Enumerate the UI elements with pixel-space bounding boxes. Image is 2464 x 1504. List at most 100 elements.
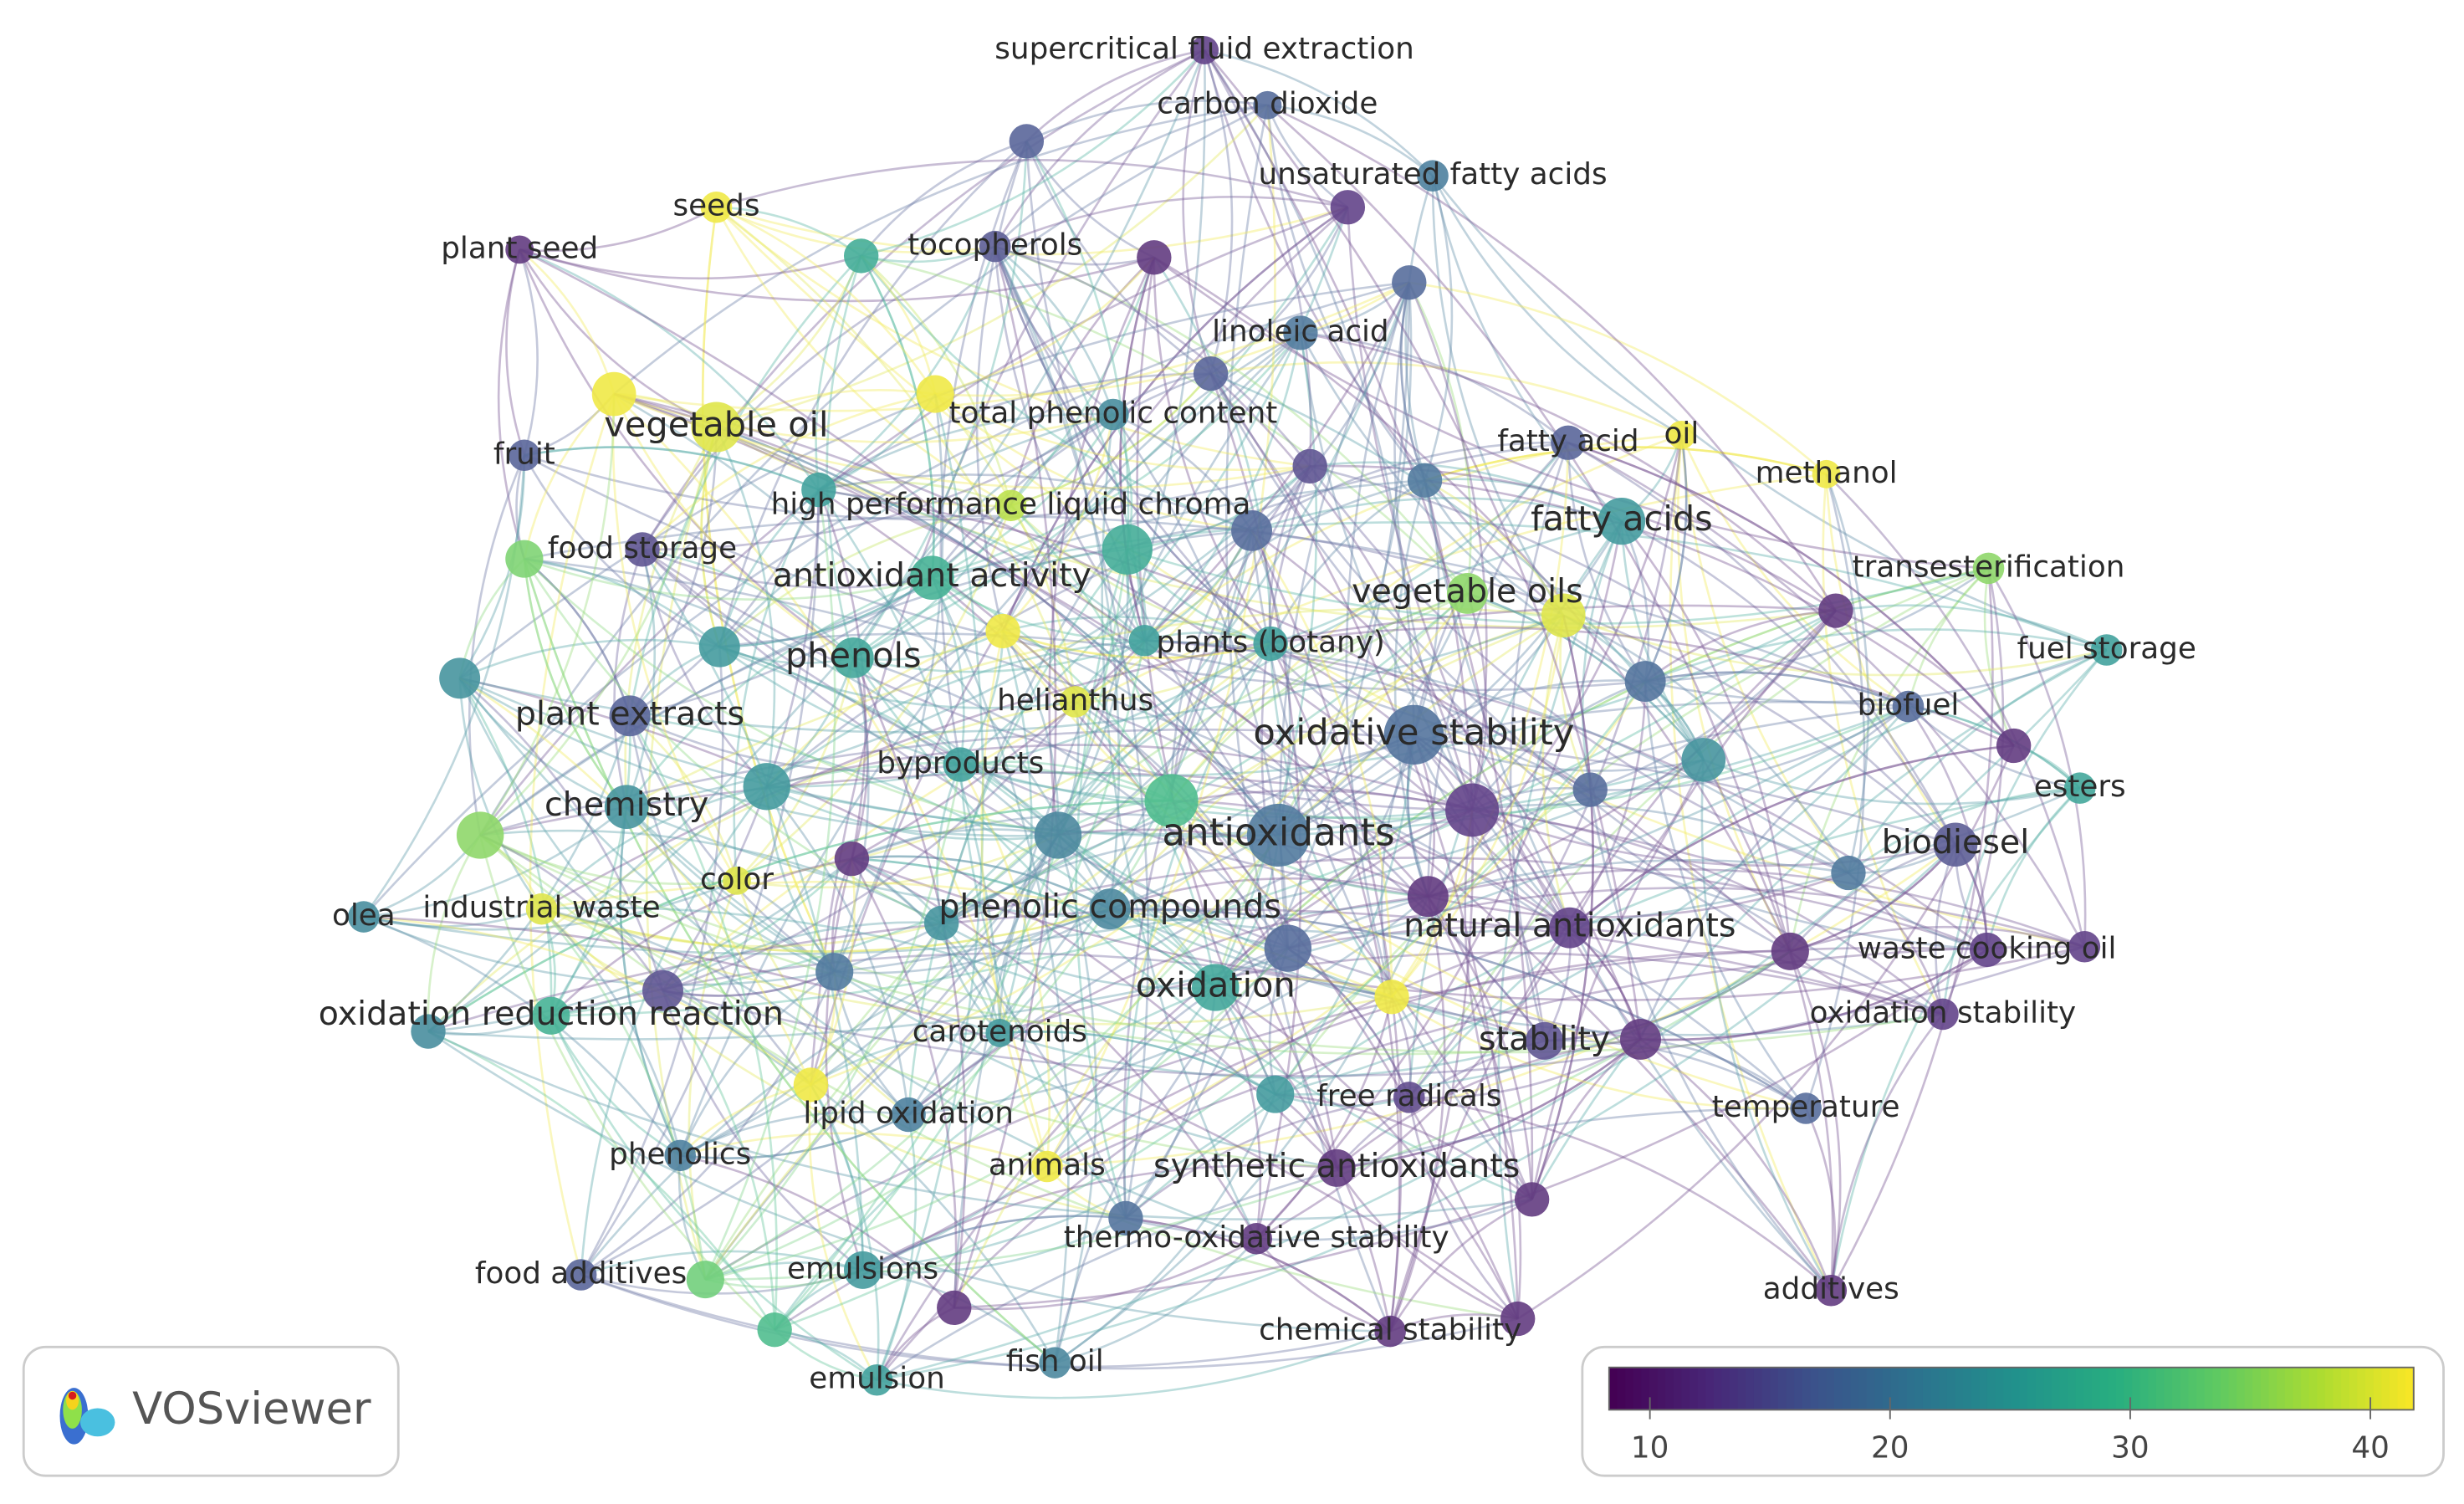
node [505, 540, 544, 578]
edge [1829, 1013, 1944, 1291]
colorbar-segment [1641, 1367, 1651, 1410]
edge [550, 857, 853, 1017]
colorbar-segment [2357, 1367, 2367, 1410]
edge [679, 1154, 955, 1309]
edge [1567, 442, 2086, 948]
node [1681, 738, 1726, 782]
edge [1467, 592, 1705, 761]
node [1933, 822, 1978, 867]
edge [1143, 433, 1682, 642]
edge [953, 614, 1564, 1308]
edge [1310, 464, 1837, 612]
edge [1399, 282, 1426, 481]
edge [1987, 567, 2087, 947]
edge [1045, 947, 1289, 1168]
edge [519, 206, 718, 253]
edge [580, 785, 768, 1276]
edge [626, 806, 1000, 1035]
node-label: esters [2034, 770, 2126, 804]
edge [626, 607, 1564, 808]
edge [1125, 1217, 1392, 1333]
node [985, 1019, 1015, 1047]
edge [1275, 705, 1909, 1096]
edge [1644, 434, 1688, 683]
node [1972, 552, 2005, 585]
edge [718, 646, 1217, 989]
edge [1010, 256, 1155, 506]
edge [1424, 479, 1565, 616]
edge [1825, 473, 1957, 846]
edge [1250, 529, 1403, 1332]
edge [1408, 282, 1472, 594]
node-label: fruit [493, 437, 555, 471]
edge [907, 705, 1909, 1116]
edge [1046, 843, 1956, 1168]
edge [700, 427, 721, 647]
edge [1568, 744, 2014, 929]
edge [994, 246, 1114, 416]
edge [1075, 549, 1129, 1219]
node [1374, 980, 1409, 1015]
edge [818, 481, 1011, 507]
edge [458, 281, 1409, 679]
colorbar-segment [2365, 1367, 2375, 1410]
edge [1057, 834, 1276, 1095]
edge [877, 843, 1956, 1382]
edge [628, 255, 862, 717]
edge [1983, 568, 2015, 747]
edge [994, 245, 1115, 415]
node [1514, 1182, 1550, 1217]
edge [852, 657, 1545, 1042]
colorbar-segment [2043, 1367, 2053, 1410]
node-label: oxidation [1136, 965, 1296, 1005]
node-label: phenols [785, 635, 922, 675]
colorbar-segment [1826, 1367, 1836, 1410]
edge [642, 548, 1429, 898]
edge [613, 549, 644, 807]
colorbar-segment [1939, 1367, 1948, 1410]
edge [862, 1093, 1276, 1271]
edge [458, 678, 553, 1016]
edge [626, 465, 1311, 808]
edge [1907, 705, 2080, 790]
edge [765, 785, 910, 1115]
node [985, 613, 1020, 649]
colorbar-tick-label: 30 [2111, 1430, 2150, 1465]
colorbar-segment [1834, 1367, 1843, 1410]
colorbar-segment [2148, 1367, 2158, 1410]
edge [1531, 615, 1594, 1200]
node [700, 191, 733, 223]
node [1059, 686, 1091, 718]
edge [1203, 49, 1312, 467]
edge [524, 454, 1311, 521]
edge [1299, 332, 1646, 683]
edge [810, 1084, 864, 1271]
edge [580, 1273, 1391, 1368]
edge [934, 392, 1311, 471]
edge [1209, 373, 1791, 953]
node-label: fatty acids [1531, 499, 1713, 539]
edge [941, 922, 1216, 990]
edge [1544, 1039, 1807, 1110]
edge [1408, 281, 1828, 475]
edge [931, 372, 1212, 579]
edge [876, 809, 1473, 1381]
edge [718, 646, 1172, 802]
edge [705, 1269, 864, 1288]
edge [1002, 616, 1271, 645]
edge [1075, 700, 1546, 1042]
edge [851, 857, 1217, 989]
edge [934, 393, 1077, 703]
edge [1025, 141, 1212, 375]
node [609, 695, 651, 737]
edge [1109, 877, 1429, 910]
node [1551, 425, 1586, 460]
node-label: oxidation stability [1810, 995, 2077, 1030]
edge [1054, 1093, 1276, 1364]
node [743, 763, 790, 811]
colorbar-segment [1899, 1367, 1908, 1410]
edge [1531, 648, 2108, 1200]
edge [613, 104, 1268, 396]
colorbar-segment [1721, 1367, 1731, 1410]
colorbar-segment [2059, 1367, 2069, 1410]
